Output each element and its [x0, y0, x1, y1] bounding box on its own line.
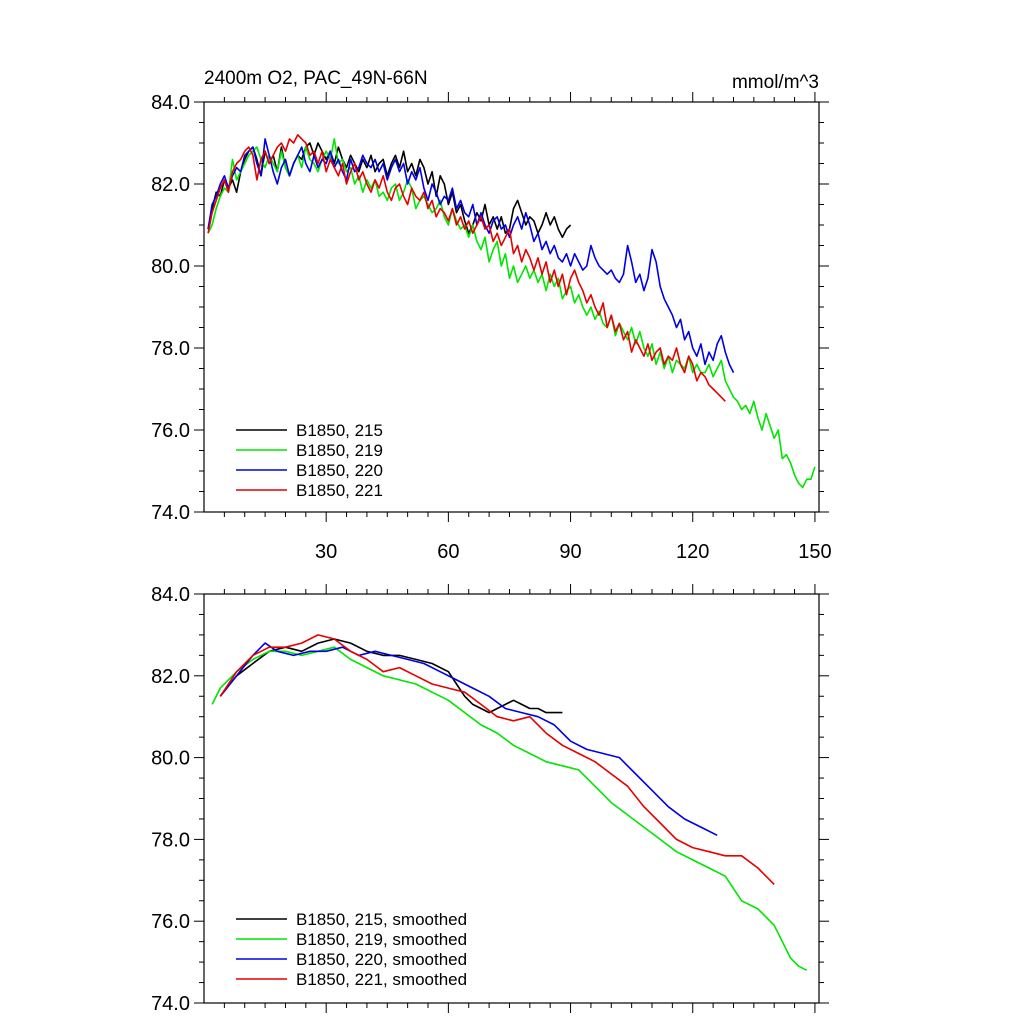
series-line: [207, 138, 735, 373]
units-label: mmol/m^3: [732, 72, 819, 93]
series-line: [219, 638, 563, 714]
y-tick-label: 74.0: [151, 993, 190, 1015]
x-tick-label: 120: [676, 541, 709, 563]
x-tick-label: 30: [315, 541, 337, 563]
top-panel: 84.0 82.0 80.0 78.0 76.0 74.0 30 60 90 120 150 B185…: [151, 92, 832, 563]
series-line: [219, 634, 775, 885]
legend-label: B1850, 215: [296, 421, 383, 440]
y-tick-label: 82.0: [151, 174, 190, 196]
y-tick-label: 78.0: [151, 338, 190, 360]
x-tick-label: 150: [798, 541, 831, 563]
y-tick-label: 80.0: [151, 256, 190, 278]
series-line: [211, 646, 808, 972]
legend-label: B1850, 220, smoothed: [296, 950, 467, 969]
chart-title: 2400m O2, PAC_49N-66N: [204, 68, 428, 89]
series-line: [219, 642, 718, 837]
legend-label: B1850, 215, smoothed: [296, 910, 467, 929]
y-tick-label: 82.0: [151, 666, 190, 688]
y-tick-label: 84.0: [151, 584, 190, 606]
legend-label: B1850, 221: [296, 481, 383, 500]
legend-label: B1850, 221, smoothed: [296, 970, 467, 989]
y-tick-label: 78.0: [151, 829, 190, 851]
legend-label: B1850, 220: [296, 461, 383, 480]
legend-label: B1850, 219, smoothed: [296, 930, 467, 949]
legend-label: B1850, 219: [296, 441, 383, 460]
y-tick-label: 84.0: [151, 92, 190, 114]
y-tick-label: 76.0: [151, 911, 190, 933]
series-line: [207, 138, 816, 489]
y-tick-label: 74.0: [151, 502, 190, 524]
y-tick-label: 80.0: [151, 748, 190, 770]
series-line: [207, 134, 726, 402]
x-tick-label: 90: [559, 541, 581, 563]
x-tick-label: 60: [437, 541, 459, 563]
bottom-panel: 84.0 82.0 80.0 78.0 76.0 74.0 B1850, 215, smoo…: [151, 584, 829, 1015]
y-tick-label: 76.0: [151, 420, 190, 442]
